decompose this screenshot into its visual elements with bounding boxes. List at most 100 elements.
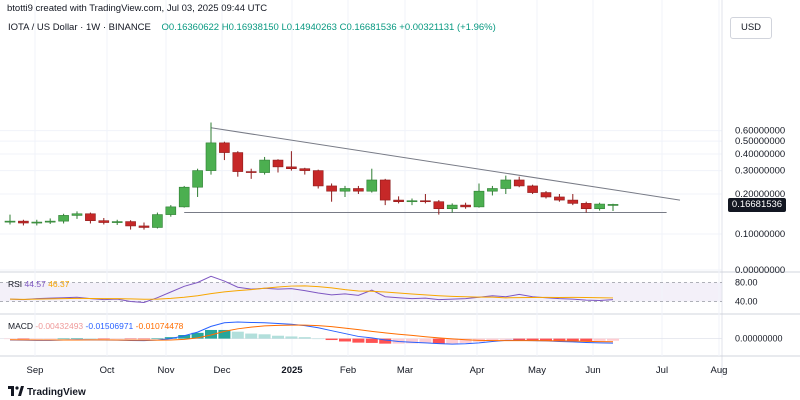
price-tick-label: 0.20000000	[735, 189, 785, 200]
macd-hist-bar	[4, 338, 16, 340]
tradingview-logo-text: TradingView	[27, 387, 86, 398]
price-tick-label: 0.60000000	[735, 126, 785, 137]
macd-hist-bar	[231, 331, 244, 339]
tradingview-logo[interactable]: TradingView	[8, 386, 86, 398]
macd-hist-bar	[526, 338, 539, 341]
upper-trendline	[210, 127, 681, 201]
macd-hist-bar	[205, 329, 217, 339]
candle-body	[393, 199, 404, 203]
candle-body	[205, 142, 217, 171]
price-tick-label: 0.30000000	[735, 166, 785, 177]
macd-hist-bar	[71, 338, 83, 339]
candle-body	[527, 185, 538, 193]
candle-body	[379, 179, 391, 201]
time-tick-label: Aug	[711, 365, 728, 376]
macd-hist-bar	[339, 338, 351, 342]
macd-hist-bar	[379, 338, 392, 344]
currency-button[interactable]: USD	[730, 17, 772, 39]
candle-body	[178, 186, 190, 208]
macd-hist-bar	[191, 332, 204, 339]
macd-hist-bar	[580, 338, 593, 342]
price-tick-label: 0.50000000	[735, 136, 785, 147]
rsi-ma-value: 46.37	[48, 279, 70, 289]
macd-hist-bar	[84, 338, 97, 340]
rsi-pane	[0, 275, 722, 303]
price-tick-label: 0.00000000	[735, 265, 785, 276]
symbol-label[interactable]: IOTA / US Dollar · 1W · BINANCE	[8, 22, 151, 33]
candle-body	[406, 200, 418, 203]
macd-line-value: -0.01506971	[85, 321, 134, 331]
macd-hist-bar	[97, 338, 110, 340]
macd-hist-bar	[553, 338, 566, 341]
macd-legend[interactable]: MACD -0.00432493 -0.01506971 -0.01074478	[8, 321, 183, 331]
macd-signal-line	[9, 324, 614, 343]
candle-body	[460, 204, 471, 208]
macd-hist-bar	[138, 338, 150, 340]
macd-hist-bar	[218, 329, 231, 339]
rsi-level-label: 40.00	[735, 297, 758, 307]
rsi-value: 44.57	[24, 279, 46, 289]
macd-hist-bar	[312, 338, 325, 340]
macd-hist-bar	[352, 338, 365, 343]
candle-body	[594, 203, 605, 210]
close-value: C0.16681536	[339, 22, 397, 33]
price-tick-label: 0.40000000	[735, 149, 785, 160]
macd-hist-bar	[57, 338, 70, 340]
macd-hist-bar	[285, 336, 298, 339]
candle-body	[98, 220, 110, 223]
candle-body	[44, 220, 56, 223]
last-price-badge: 0.16681536	[728, 198, 786, 212]
candle-body	[165, 206, 177, 215]
time-tick-label: Mar	[397, 365, 413, 376]
candle-body	[339, 188, 351, 192]
macd-hist-bar	[258, 334, 271, 339]
macd-pane	[0, 321, 722, 345]
candle-body	[18, 220, 29, 224]
time-tick-label: Apr	[470, 365, 485, 376]
time-tick-label: 2025	[281, 365, 303, 376]
candle-body	[245, 171, 257, 173]
macd-hist-bar	[164, 337, 177, 339]
high-value: H0.16938150	[221, 22, 279, 33]
candle-body	[31, 221, 43, 224]
macd-hist-bar	[607, 338, 619, 341]
macd-signal-value: -0.01074478	[135, 321, 184, 331]
time-tick-label: Oct	[100, 365, 115, 376]
macd-hist-bar	[17, 338, 30, 340]
macd-hist-bar	[124, 338, 137, 340]
candle-body	[259, 159, 270, 173]
macd-hist-bar	[30, 338, 43, 340]
candle-body	[607, 204, 619, 206]
candle-body	[138, 225, 150, 228]
macd-hist-bar	[298, 337, 311, 339]
macd-hist-bar	[446, 338, 459, 344]
time-tick-label: Dec	[214, 365, 231, 376]
rsi-name: RSI	[8, 279, 23, 289]
candle-body	[473, 190, 485, 208]
candle-body	[554, 196, 565, 201]
macd-hist-bar	[272, 335, 284, 339]
candle-body	[433, 201, 445, 210]
candle-body	[567, 199, 579, 204]
candle-body	[125, 221, 136, 227]
candle-body	[219, 142, 230, 153]
macd-hist-bar	[245, 333, 258, 339]
candle-body	[513, 179, 525, 187]
rsi-legend[interactable]: RSI 44.57 46.37	[8, 279, 69, 289]
candle-body	[446, 204, 458, 210]
candle-body	[152, 214, 163, 228]
macd-hist-bar	[566, 338, 579, 342]
time-tick-label: Jun	[585, 365, 600, 376]
candle-body	[312, 170, 324, 187]
candle-body	[232, 152, 244, 172]
macd-hist-bar	[593, 338, 606, 341]
macd-hist-bar	[419, 338, 432, 344]
candle-body	[540, 192, 552, 198]
candle-body	[111, 221, 123, 223]
candles	[4, 122, 619, 230]
time-tick-label: Nov	[158, 365, 175, 376]
candle-body	[580, 203, 592, 210]
macd-hist-bar	[111, 338, 124, 340]
